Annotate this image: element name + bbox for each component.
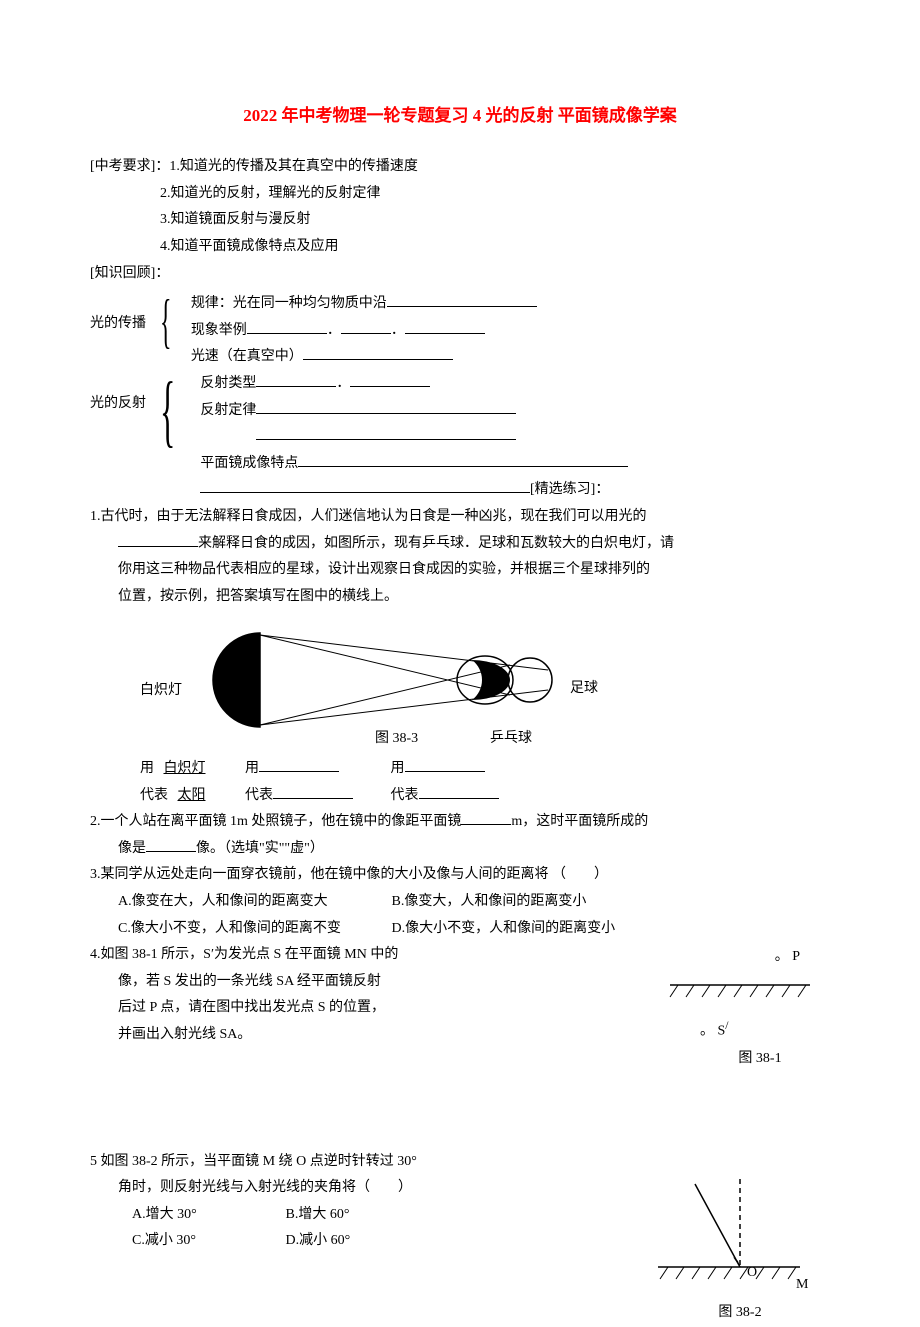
blank-input[interactable]	[146, 838, 196, 852]
q2-t1: 2.一个人站在离平面镜 1m 处照镜子，他在镜中的像距平面镜	[90, 814, 461, 829]
lr-line1: 反射类型	[200, 376, 256, 391]
q1-line1: 1.古代时，由于无法解释日食成因，人们迷信地认为日食是一种凶兆，现在我们可以用光…	[90, 504, 830, 531]
mirror-line-svg	[650, 981, 810, 1005]
lamp-label: 白炽灯	[140, 678, 182, 705]
fig-38-1-label: 图 38-1	[650, 1046, 810, 1073]
blank-input[interactable]	[387, 293, 537, 307]
o-label: O	[747, 1260, 757, 1287]
s-prime: /	[725, 1019, 728, 1032]
q1-ans1: 白炽灯	[158, 761, 212, 776]
question-2: 2.一个人站在离平面镜 1m 处照镜子，他在镜中的像距平面镜 m，这时平面镜所成的…	[90, 809, 830, 862]
lr-line2: 反射定律	[200, 403, 256, 418]
q2-t3: 像是	[118, 841, 146, 856]
lp-line2: 现象举例	[191, 323, 247, 338]
blank-input[interactable]	[341, 320, 391, 334]
light-refl-label: 光的反射	[90, 371, 160, 418]
q3-opt-d[interactable]: D.像大小不变，人和像间的距离变小	[392, 921, 616, 936]
q1-use1: 用	[140, 761, 154, 776]
fig-38-2-label: 图 38-2	[640, 1300, 810, 1327]
pingpong-label: 乒乓球	[490, 726, 532, 753]
lr-line4: 平面镜成像特点	[200, 456, 298, 471]
m-label: M	[796, 1272, 808, 1299]
q2-t2: m，这时平面镜所成的	[511, 814, 648, 829]
blank-input[interactable]	[118, 533, 198, 547]
q3-opt-b[interactable]: B.像变大，人和像间的距离变小	[392, 894, 587, 909]
exam-req-1: 1.知道光的传播及其在真空中的传播速度	[169, 159, 418, 174]
dot-icon-2: 。	[700, 1024, 714, 1039]
practice-label: [精选练习]：	[530, 482, 609, 497]
exam-requirements-block: [中考要求]：1.知道光的传播及其在真空中的传播速度 2.知道光的反射，理解光的…	[90, 154, 830, 260]
brace-icon: {	[160, 291, 172, 351]
q1-line3: 你用这三种物品代表相应的星球，设计出观察日食成因的实验，并根据三个星球排列的	[90, 557, 830, 584]
q3-opt-c[interactable]: C.像大小不变，人和像间的距离不变	[118, 916, 388, 943]
q5-opt-d[interactable]: D.减小 60°	[286, 1233, 351, 1248]
lp-line1: 规律：光在同一种均匀物质中沿	[191, 296, 387, 311]
q1-ans2: 太阳	[172, 788, 212, 803]
q1-use2: 用	[245, 761, 259, 776]
q2-t4: 像。（选填"实""虚"）	[196, 841, 324, 856]
blank-input[interactable]	[350, 373, 430, 387]
q5-opt-b[interactable]: B.增大 60°	[286, 1207, 350, 1222]
q1-diagram: 白炽灯 足球 乒乓球 图 38-3	[140, 625, 830, 746]
blank-input[interactable]	[461, 811, 511, 825]
p-label: P	[792, 949, 800, 964]
football-label: 足球	[570, 676, 598, 703]
blank-input[interactable]	[419, 785, 499, 799]
q5-opt-c[interactable]: C.减小 30°	[132, 1228, 282, 1255]
q1-rep1: 代表	[140, 788, 168, 803]
question-3: 3.某同学从远处走向一面穿衣镜前，他在镜中像的大小及像与人间的距离将 （ ） A…	[90, 862, 830, 942]
blank-input[interactable]	[200, 479, 530, 493]
q1-rep3: 代表	[391, 788, 419, 803]
question-1: 1.古代时，由于无法解释日食成因，人们迷信地认为日食是一种凶兆，现在我们可以用光…	[90, 504, 830, 809]
blank-input[interactable]	[405, 320, 485, 334]
fig-38-2: O M 图 38-2	[640, 1179, 810, 1327]
blank-input[interactable]	[405, 758, 485, 772]
blank-input[interactable]	[298, 453, 628, 467]
blank-input[interactable]	[259, 758, 339, 772]
blank-input[interactable]	[256, 373, 336, 387]
blank-input[interactable]	[303, 346, 453, 360]
review-label: [知识回顾]：	[90, 261, 830, 288]
brace-icon: {	[160, 371, 175, 451]
dot-icon: 。	[775, 949, 789, 964]
question-4: 4.如图 38-1 所示，S′为发光点 S 在平面镜 MN 中的 像，若 S 发…	[90, 942, 830, 1048]
exam-req-4: 4.知道平面镜成像特点及应用	[90, 234, 830, 261]
light-prop-label: 光的传播	[90, 291, 160, 338]
blank-input[interactable]	[247, 320, 327, 334]
lp-line3: 光速（在真空中）	[191, 349, 303, 364]
q1-rep2: 代表	[245, 788, 273, 803]
q1-line2: 来解释日食的成因，如图所示，现有乒乓球．足球和瓦数较大的白炽电灯，请	[198, 536, 674, 551]
fig-38-1: 。 P 。 S/ 图 38-1	[650, 944, 810, 1072]
q3-stem: 3.某同学从远处走向一面穿衣镜前，他在镜中像的大小及像与人间的距离将 （ ）	[90, 862, 830, 889]
page-title: 2022 年中考物理一轮专题复习 4 光的反射 平面镜成像学案	[90, 100, 830, 132]
blank-input[interactable]	[256, 400, 516, 414]
q5-opt-a[interactable]: A.增大 30°	[132, 1202, 282, 1229]
exam-req-3: 3.知道镜面反射与漫反射	[90, 207, 830, 234]
light-reflection-block: 光的反射 { 反射类型． 反射定律 平面镜成像特点	[90, 371, 830, 477]
q1-use3: 用	[391, 761, 405, 776]
light-propagation-block: 光的传播 { 规律：光在同一种均匀物质中沿 现象举例．． 光速（在真空中）	[90, 291, 830, 371]
blank-input[interactable]	[273, 785, 353, 799]
question-5: 5 如图 38-2 所示，当平面镜 M 绕 O 点逆时针转过 30° 角时，则反…	[90, 1149, 830, 1255]
q5-l1: 5 如图 38-2 所示，当平面镜 M 绕 O 点逆时针转过 30°	[90, 1149, 830, 1176]
q1-line4: 位置，按示例，把答案填写在图中的横线上。	[90, 584, 830, 611]
exam-req-label: [中考要求]：	[90, 159, 169, 174]
blank-input[interactable]	[256, 426, 516, 440]
q3-opt-a[interactable]: A.像变在大，人和像间的距离变大	[118, 889, 388, 916]
exam-req-2: 2.知道光的反射，理解光的反射定律	[90, 181, 830, 208]
mirror-rotation-svg	[640, 1179, 810, 1294]
fig-38-3-label: 图 38-3	[375, 726, 418, 753]
